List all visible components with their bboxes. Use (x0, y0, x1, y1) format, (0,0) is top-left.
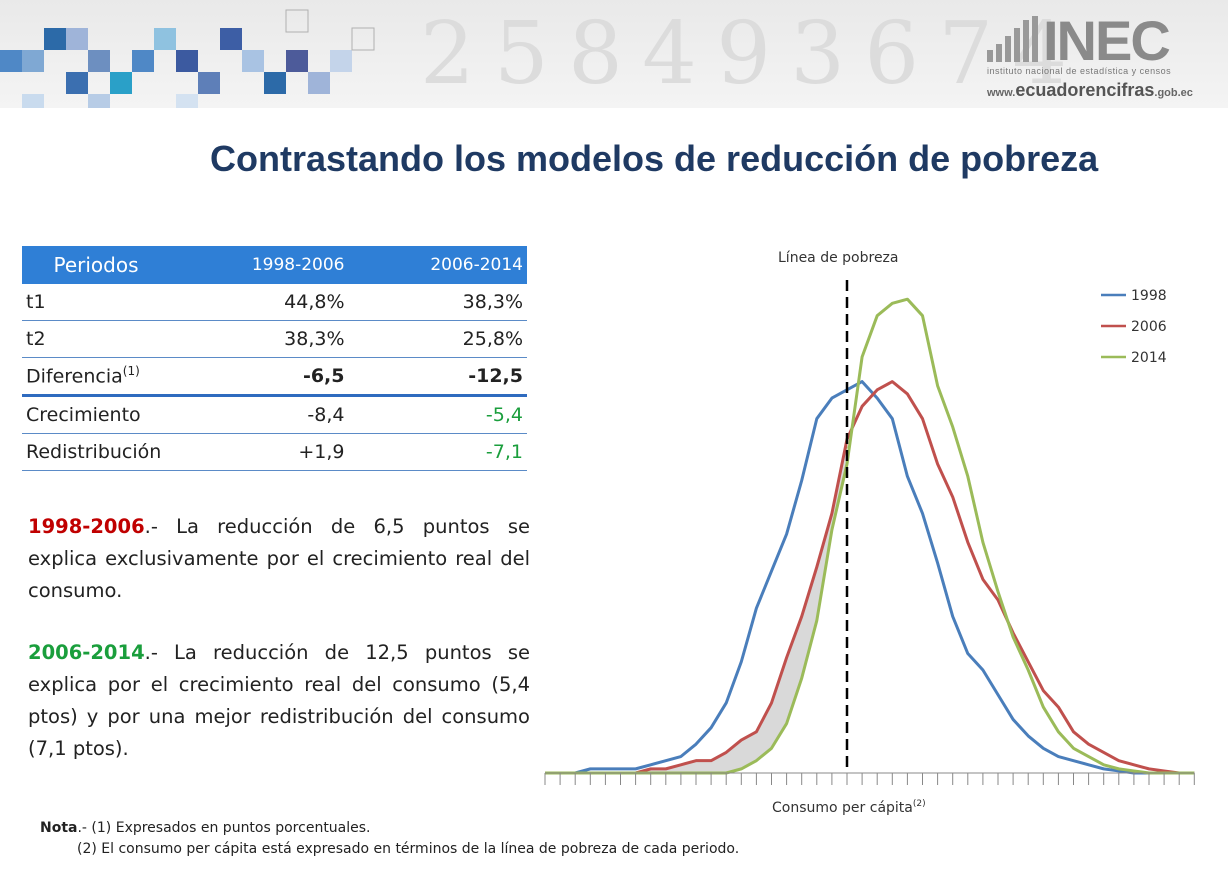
note-line-2: (2) El consumo per cápita está expresado… (77, 841, 740, 857)
footnote-ref: (1) (122, 364, 140, 379)
page-title: Contrastando los modelos de reducción de… (210, 138, 1099, 179)
row-label: t2 (22, 320, 170, 358)
paragraph-text: .- La reducción de 12,5 puntos se explic… (28, 641, 530, 760)
note-label: Nota (40, 820, 78, 836)
cell-value: -8,4 (170, 395, 349, 434)
period-label: 2006-2014 (28, 641, 145, 664)
note-text-1: .- (1) Expresados en puntos porcentuales… (77, 820, 371, 836)
paragraph-1998-2006: 1998-2006.- La reducción de 6,5 puntos s… (28, 511, 530, 607)
row-label: Crecimiento (22, 395, 170, 434)
logo-web-prefix: www. (987, 87, 1016, 99)
shaded-area (545, 439, 848, 774)
table-row-diferencia: Diferencia(1) -6,5 -12,5 (22, 357, 527, 397)
cell-value: -12,5 (348, 357, 527, 397)
legend-label-2014: 2014 (1131, 350, 1167, 366)
header-periodos: Periodos (22, 246, 170, 284)
legend-label-1998: 1998 (1131, 288, 1167, 304)
legend-label-2006: 2006 (1131, 319, 1167, 335)
row-label: Redistribución (22, 433, 170, 471)
series-line-2014 (545, 297, 1195, 775)
paragraph-2006-2014: 2006-2014.- La reducción de 12,5 puntos … (28, 637, 530, 765)
table-row-t1: t1 44,8% 38,3% (22, 284, 527, 321)
cell-value: -6,5 (170, 357, 349, 397)
footnote: Nota.- (1) Expresados en puntos porcentu… (40, 818, 739, 860)
cell-value: -7,1 (348, 433, 527, 471)
table-row-crecimiento: Crecimiento -8,4 -5,4 (22, 395, 527, 434)
comparison-table: Periodos 1998-2006 2006-2014 t1 44,8% 38… (22, 246, 527, 471)
x-axis-label-sup: (2) (913, 799, 926, 809)
bar-logo-icon (987, 16, 1038, 62)
cell-value: 38,3% (348, 284, 527, 321)
cell-value: +1,9 (170, 433, 349, 471)
logo-word: INEC (1043, 9, 1171, 72)
series-line-2006 (545, 380, 1195, 775)
paragraph-text: .- La reducción de 6,5 puntos se explica… (28, 515, 530, 602)
x-axis-group (544, 772, 1195, 785)
series-lines-group (545, 297, 1195, 775)
table-header-row: Periodos 1998-2006 2006-2014 (22, 246, 527, 284)
cell-value: -5,4 (348, 395, 527, 434)
cell-value: 44,8% (170, 284, 349, 321)
logo-subtitle: instituto nacional de estadística y cens… (987, 66, 1172, 76)
logo-website: www.ecuadorencifras.gob.ec (987, 80, 1193, 101)
logo-web-suffix: .gob.ec (1154, 87, 1193, 99)
x-axis-label: Consumo per cápita(2) (772, 799, 926, 816)
note-line-1: Nota.- (1) Expresados en puntos porcentu… (40, 818, 739, 839)
row-label-text: Diferencia (26, 365, 123, 388)
header-2006-2014: 2006-2014 (348, 246, 527, 284)
logo-web-bold: ecuadorencifras (1015, 80, 1155, 100)
x-axis-label-text: Consumo per cápita (772, 800, 913, 816)
cube-pattern-group (0, 9, 375, 108)
poverty-line-label: Línea de pobreza (778, 250, 898, 266)
cell-value: 25,8% (348, 320, 527, 358)
decorative-numbers: 2 5 8 4 9 3 6 7 4 (420, 4, 1067, 104)
inec-logo: INEC instituto nacional de estadística y… (987, 9, 1193, 101)
cell-value: 38,3% (170, 320, 349, 358)
table-row-redistribucion: Redistribución +1,9 -7,1 (22, 433, 527, 471)
table-row-t2: t2 38,3% 25,8% (22, 320, 527, 358)
row-label: Diferencia(1) (22, 357, 170, 397)
distribution-chart: Línea de pobreza Consumo per cápita(2) 1… (544, 250, 1195, 816)
cube-pattern-decoration (0, 9, 375, 108)
row-label: t1 (22, 284, 170, 321)
header-1998-2006: 1998-2006 (170, 246, 349, 284)
period-label: 1998-2006 (28, 515, 145, 538)
header-banner: 2 5 8 4 9 3 6 7 4 INEC instituto naciona… (0, 0, 1228, 108)
series-line-1998 (545, 380, 1195, 775)
legend: 1998 2006 2014 (1101, 288, 1167, 366)
shaded-area-group (545, 439, 848, 774)
